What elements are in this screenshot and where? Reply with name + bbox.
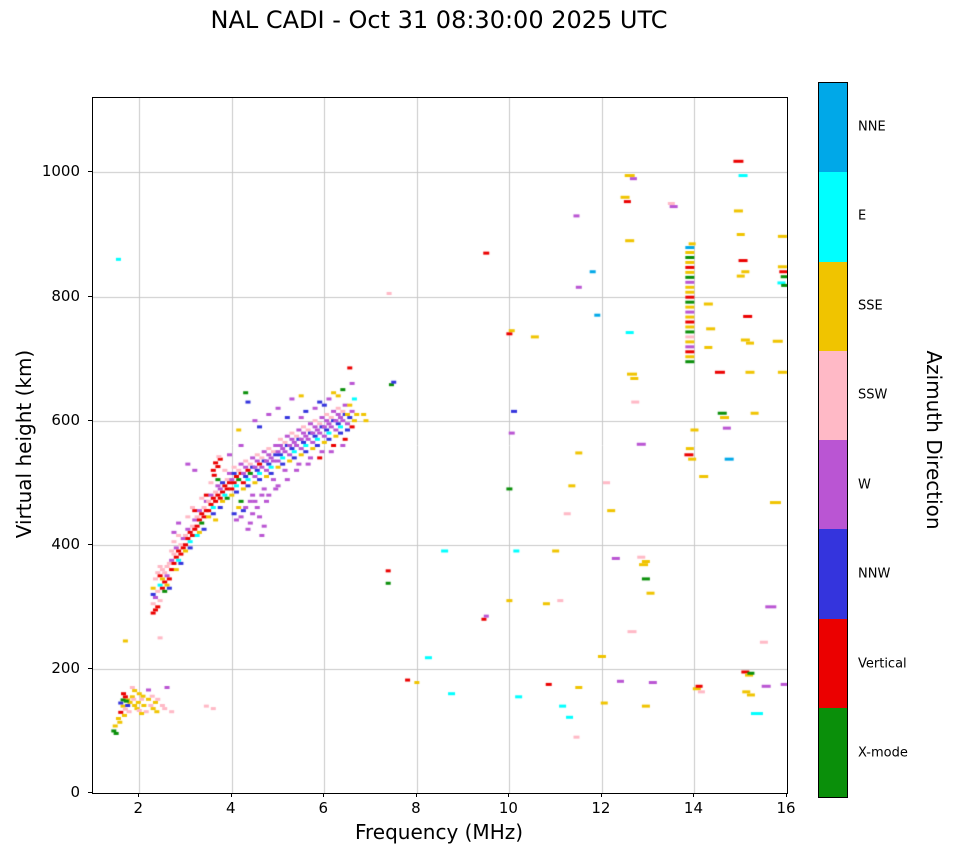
colorbar-label-sse: SSE (858, 298, 883, 314)
colorbar-segment-e (819, 172, 847, 262)
colorbar-segment-nne (819, 83, 847, 173)
colorbar-segment-w (819, 440, 847, 530)
colorbar-label-w: W (858, 477, 871, 493)
scatter-plot-canvas (93, 98, 787, 793)
x-tick-mark (600, 793, 602, 797)
x-tick-mark (693, 793, 695, 797)
x-tick-mark (415, 793, 417, 797)
x-tick-mark (508, 793, 510, 797)
colorbar: NNE E SSE SSW W NNW Vertical X-mode (818, 82, 908, 798)
colorbar-segment-nnw (819, 529, 847, 619)
colorbar-segment-sse (819, 261, 847, 351)
x-tick-label: 10 (498, 799, 518, 817)
colorbar-segments (818, 82, 848, 798)
y-axis-ticks: 0 200 400 600 800 1000 (0, 97, 92, 801)
x-axis-label: Frequency (MHz) (354, 820, 524, 844)
y-tick-mark (88, 667, 92, 669)
figure-title: NAL CADI - Oct 31 08:30:00 2025 UTC (210, 6, 668, 34)
x-tick-label: 6 (318, 799, 329, 817)
y-tick-label: 600 (51, 410, 80, 429)
x-tick-mark (323, 793, 325, 797)
y-tick-mark (88, 792, 92, 793)
y-tick-mark (88, 171, 92, 173)
y-tick-label: 200 (51, 658, 80, 677)
colorbar-label-nnw: NNW (858, 566, 891, 582)
x-tick-label: 12 (591, 799, 611, 817)
y-tick-mark (88, 295, 92, 297)
y-tick-label: 400 (51, 534, 80, 553)
colorbar-segment-ssw (819, 350, 847, 440)
colorbar-segment-x-mode (819, 707, 847, 797)
x-tick-label: 16 (776, 799, 796, 817)
colorbar-label-ssw: SSW (858, 387, 888, 403)
x-tick-mark (138, 793, 140, 797)
y-axis-label: Virtual height (km) (12, 349, 36, 539)
x-tick-label: 4 (226, 799, 236, 817)
colorbar-label-e: E (858, 208, 867, 224)
colorbar-axis-label: Azimuth Direction (922, 350, 946, 530)
y-tick-label: 800 (51, 286, 80, 305)
x-tick-mark (230, 793, 232, 797)
colorbar-segment-vertical (819, 618, 847, 708)
colorbar-label-vertical: Vertical (858, 656, 907, 672)
x-tick-mark (786, 793, 787, 797)
y-tick-label: 0 (70, 783, 80, 801)
y-tick-mark (88, 419, 92, 421)
x-tick-label: 14 (683, 799, 703, 817)
colorbar-label-x-mode: X-mode (858, 745, 908, 761)
y-tick-label: 1000 (41, 162, 80, 181)
plot-area (92, 97, 788, 794)
y-tick-mark (88, 543, 92, 545)
x-axis-ticks: 2 4 6 8 10 12 14 16 (92, 793, 796, 819)
x-tick-label: 8 (411, 799, 421, 817)
x-tick-label: 2 (133, 799, 144, 817)
colorbar-label-nne: NNE (858, 119, 886, 135)
